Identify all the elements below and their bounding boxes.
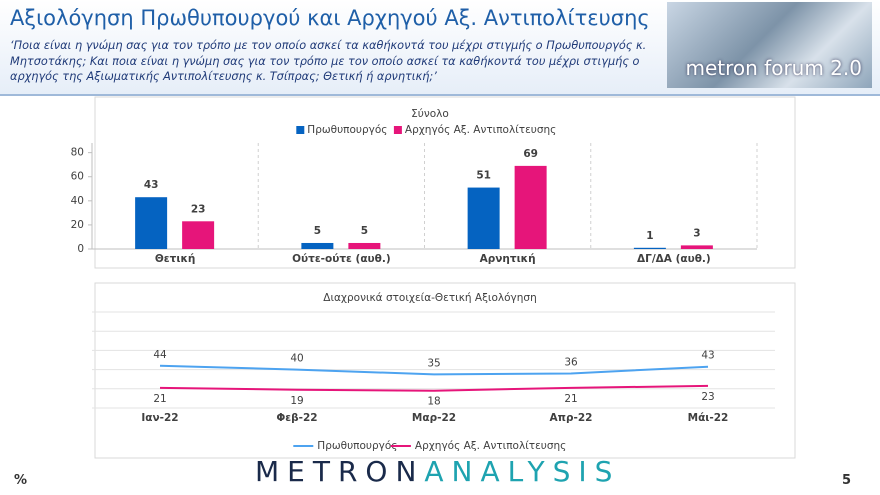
bar xyxy=(182,221,215,249)
data-label: 23 xyxy=(701,391,714,403)
x-tick-label: Ιαν-22 xyxy=(141,412,178,424)
legend-label: Πρωθυπουργός xyxy=(307,124,387,136)
data-label: 36 xyxy=(564,356,578,368)
y-tick-label: 0 xyxy=(77,243,84,255)
x-tick-label: Μαρ-22 xyxy=(412,412,456,424)
bar xyxy=(467,187,500,249)
x-tick-label: Θετική xyxy=(155,253,196,265)
x-tick-label: Ούτε-ούτε (αυθ.) xyxy=(292,253,391,265)
y-tick-label: 20 xyxy=(71,219,84,231)
legend-swatch xyxy=(296,126,305,134)
data-label: 5 xyxy=(314,225,321,237)
data-label: 40 xyxy=(290,353,303,365)
y-tick-label: 40 xyxy=(71,195,84,207)
data-label: 51 xyxy=(476,170,491,182)
chart-title: Διαχρονικά στοιχεία-Θετική Αξιολόγηση xyxy=(323,292,536,304)
bar xyxy=(514,165,547,249)
data-label: 44 xyxy=(153,349,167,361)
data-label: 3 xyxy=(693,227,700,239)
x-tick-label: Απρ-22 xyxy=(550,412,593,424)
legend-label: Αρχηγός Αξ. Αντιπολίτευσης xyxy=(405,124,556,136)
bar xyxy=(348,242,381,249)
data-label: 69 xyxy=(523,148,538,160)
data-label: 21 xyxy=(564,393,577,405)
data-label: 21 xyxy=(153,393,166,405)
brand-image: metron forum 2.0 xyxy=(667,2,872,88)
bar xyxy=(633,247,666,249)
chart-title: Σύνολο xyxy=(411,108,449,120)
bar xyxy=(135,197,168,249)
legend-label: Αρχηγός Αξ. Αντιπολίτευσης xyxy=(415,440,566,452)
legend-label: Πρωθυπουργός xyxy=(317,440,397,452)
chart-frame xyxy=(94,282,796,459)
logo: METRONANALYSIS xyxy=(255,455,620,488)
line xyxy=(159,364,709,376)
data-label: 18 xyxy=(427,396,440,408)
data-label: 43 xyxy=(144,179,159,191)
bar xyxy=(301,242,334,249)
logo-part: ANALYSIS xyxy=(424,455,621,488)
data-label: 1 xyxy=(646,230,653,242)
header: Αξιολόγηση Πρωθυπουργού και Αρχηγού Αξ. … xyxy=(0,0,880,96)
data-label: 5 xyxy=(361,225,368,237)
page-number: 5 xyxy=(842,473,852,488)
line xyxy=(159,384,709,392)
bar xyxy=(680,245,713,249)
y-tick-label: 60 xyxy=(71,171,84,183)
data-label: 43 xyxy=(701,350,714,362)
subtitle: ‘Ποια είναι η γνώμη σας για τον τρόπο με… xyxy=(10,39,647,83)
x-tick-label: ΔΓ/ΔΑ (αυθ.) xyxy=(637,253,711,265)
data-label: 23 xyxy=(191,203,206,215)
data-label: 35 xyxy=(427,357,440,369)
x-tick-label: Μάι-22 xyxy=(688,412,729,424)
legend-swatch xyxy=(393,126,402,134)
y-tick-label: 80 xyxy=(71,147,84,159)
x-tick-label: Φεβ-22 xyxy=(276,412,317,424)
title: Αξιολόγηση Πρωθυπουργού και Αρχηγού Αξ. … xyxy=(10,6,650,30)
x-tick-label: Αρνητική xyxy=(480,253,536,265)
brand: metron forum 2.0 xyxy=(685,56,862,80)
logo-part: METRON xyxy=(255,455,425,488)
unit: % xyxy=(14,473,28,488)
data-label: 19 xyxy=(290,395,303,407)
